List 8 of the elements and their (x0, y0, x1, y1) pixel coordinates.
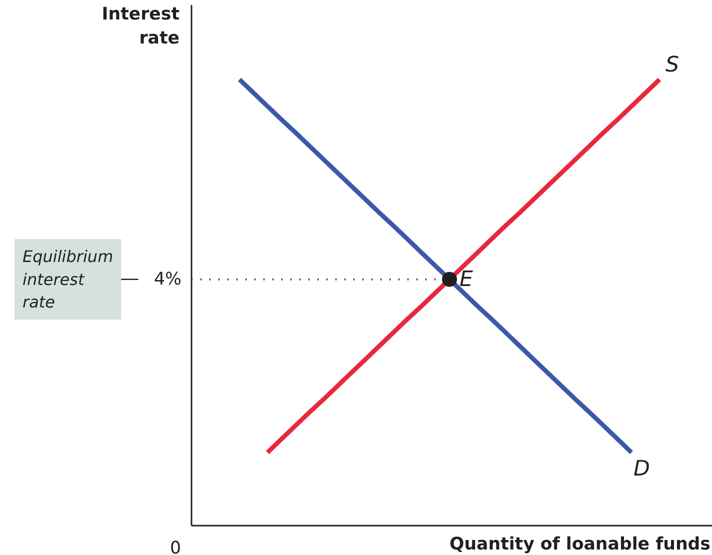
text: Equilibrium interest rate (22, 247, 114, 312)
x-axis-title: Quantity of loanable funds (449, 534, 710, 554)
series-label: S (666, 52, 680, 78)
series-label: D (634, 456, 650, 482)
annotation: E (460, 266, 474, 292)
text: 4% (154, 269, 182, 290)
text: 0 (170, 538, 182, 555)
y-axis-title: Interest rate (102, 4, 180, 48)
